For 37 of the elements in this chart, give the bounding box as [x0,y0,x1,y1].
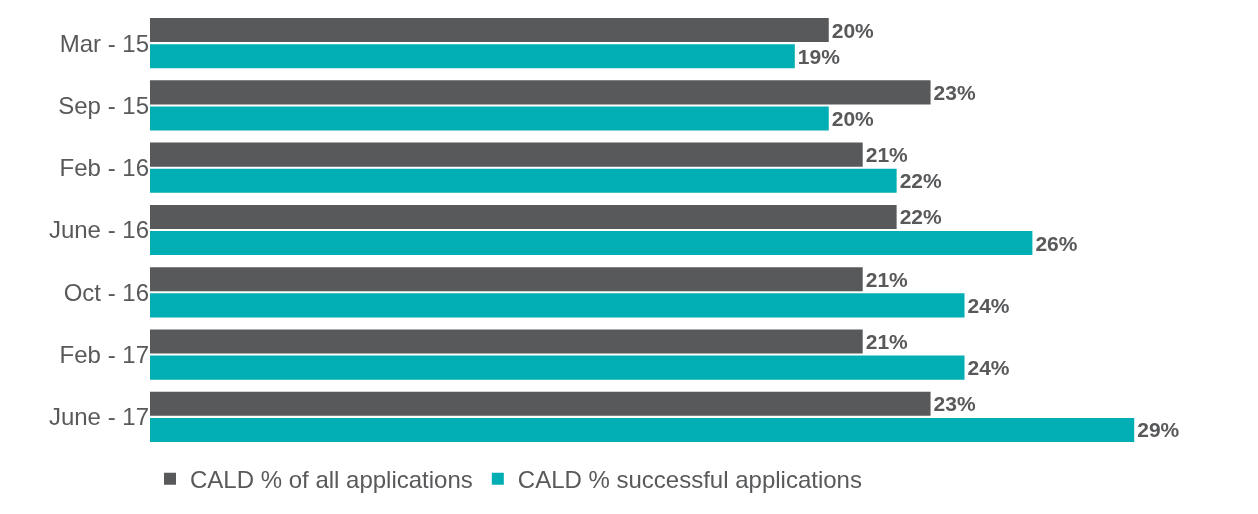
y-tick-label: June - 16 [48,216,149,244]
bar [150,391,931,416]
bar [150,329,863,354]
data-label: 21% [865,329,909,353]
bar [150,106,829,131]
data-label: 20% [831,107,875,131]
y-tick-label: Oct - 16 [63,278,149,306]
y-tick-label: Feb - 17 [59,340,149,368]
bar [150,267,863,292]
data-label: 22% [899,169,942,193]
data-label: 21% [865,267,909,291]
bar [150,231,1033,256]
bar [150,142,863,167]
y-tick-label: Sep - 15 [58,91,149,119]
bar [150,18,829,43]
y-tick-label: Mar - 15 [59,29,149,57]
data-label: 26% [1035,231,1078,255]
legend-label: CALD % successful applications [517,466,862,494]
y-tick-label: June - 17 [48,403,149,431]
bar [150,355,965,380]
data-label: 22% [899,205,942,229]
bar [150,168,897,193]
data-label: 20% [831,18,875,42]
y-tick-label: Feb - 16 [59,154,149,182]
bar [150,417,1135,442]
data-label: 24% [967,356,1010,380]
legend-label: CALD % of all applications [190,466,473,494]
bar [150,80,931,105]
data-label: 29% [1137,418,1180,442]
data-label: 21% [865,143,909,167]
data-label: 23% [933,80,976,104]
data-label: 24% [967,293,1010,317]
data-label: 23% [933,392,976,416]
data-label: 19% [797,44,841,68]
bar [150,44,795,69]
bar [150,204,897,229]
bar [150,293,965,318]
